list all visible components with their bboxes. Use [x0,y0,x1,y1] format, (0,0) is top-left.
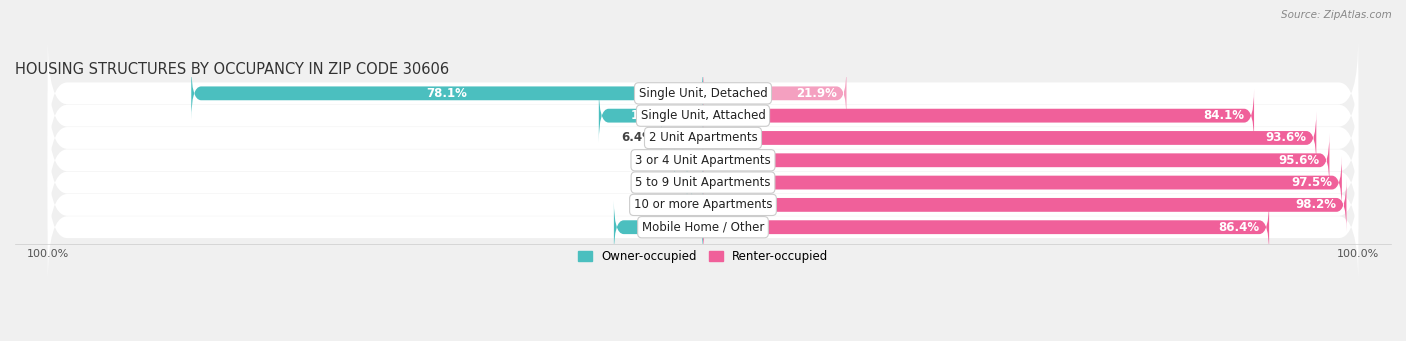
Text: 78.1%: 78.1% [426,87,468,100]
Text: 13.6%: 13.6% [638,221,679,234]
FancyBboxPatch shape [48,82,1358,194]
FancyBboxPatch shape [686,156,703,209]
FancyBboxPatch shape [48,60,1358,172]
Legend: Owner-occupied, Renter-occupied: Owner-occupied, Renter-occupied [572,246,834,268]
FancyBboxPatch shape [703,201,1270,254]
FancyBboxPatch shape [48,149,1358,261]
FancyBboxPatch shape [673,134,703,187]
Text: 86.4%: 86.4% [1218,221,1260,234]
FancyBboxPatch shape [703,67,846,120]
FancyBboxPatch shape [703,134,1330,187]
FancyBboxPatch shape [661,112,703,164]
FancyBboxPatch shape [48,127,1358,239]
Text: 95.6%: 95.6% [1278,154,1320,167]
FancyBboxPatch shape [703,156,1341,209]
Text: 97.5%: 97.5% [1291,176,1331,189]
Text: 2 Unit Apartments: 2 Unit Apartments [648,132,758,145]
FancyBboxPatch shape [692,178,703,232]
FancyBboxPatch shape [191,67,703,120]
Text: 21.9%: 21.9% [796,87,837,100]
Text: HOUSING STRUCTURES BY OCCUPANCY IN ZIP CODE 30606: HOUSING STRUCTURES BY OCCUPANCY IN ZIP C… [15,62,449,77]
Text: 10 or more Apartments: 10 or more Apartments [634,198,772,211]
Text: 84.1%: 84.1% [1204,109,1244,122]
Text: 2.5%: 2.5% [647,176,681,189]
Text: 93.6%: 93.6% [1265,132,1306,145]
Text: 5 to 9 Unit Apartments: 5 to 9 Unit Apartments [636,176,770,189]
Text: Single Unit, Attached: Single Unit, Attached [641,109,765,122]
Text: 6.4%: 6.4% [621,132,655,145]
FancyBboxPatch shape [703,178,1347,232]
Text: 1.8%: 1.8% [652,198,685,211]
Text: Single Unit, Detached: Single Unit, Detached [638,87,768,100]
FancyBboxPatch shape [48,171,1358,283]
Text: 15.9%: 15.9% [630,109,672,122]
Text: 4.4%: 4.4% [634,154,668,167]
Text: Source: ZipAtlas.com: Source: ZipAtlas.com [1281,10,1392,20]
Text: 3 or 4 Unit Apartments: 3 or 4 Unit Apartments [636,154,770,167]
Text: 98.2%: 98.2% [1295,198,1337,211]
FancyBboxPatch shape [614,201,703,254]
Text: Mobile Home / Other: Mobile Home / Other [641,221,765,234]
FancyBboxPatch shape [48,38,1358,149]
FancyBboxPatch shape [703,89,1254,142]
FancyBboxPatch shape [48,104,1358,216]
FancyBboxPatch shape [599,89,703,142]
FancyBboxPatch shape [703,112,1316,164]
